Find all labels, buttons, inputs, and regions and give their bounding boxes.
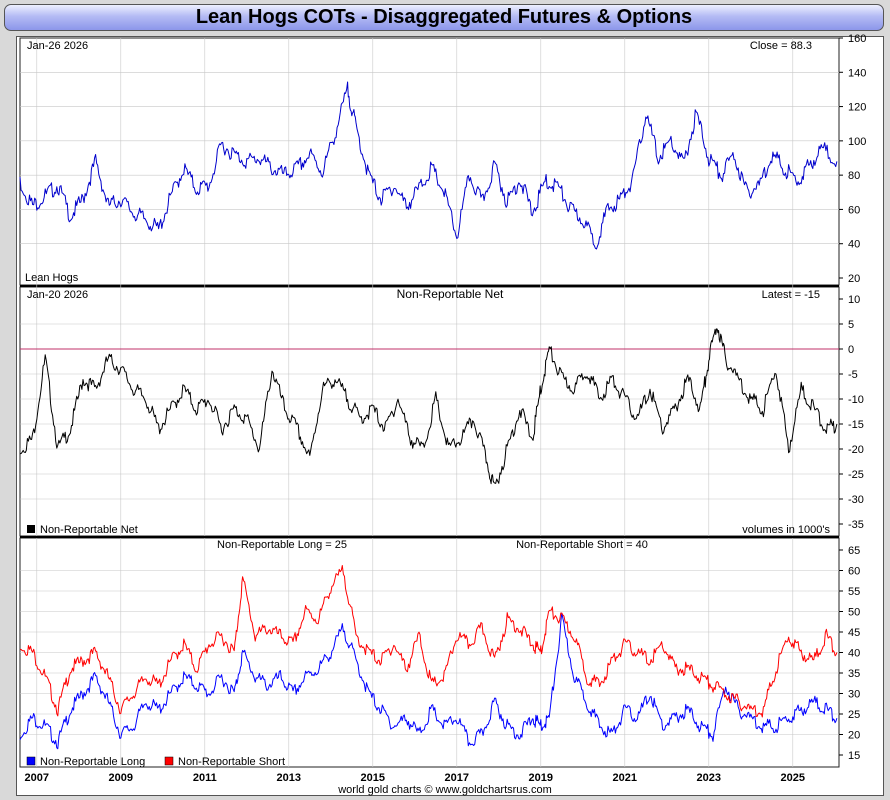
legend-short-swatch — [164, 756, 174, 766]
net-panel-title: Non-Reportable Net — [397, 287, 504, 301]
chart-title: Lean Hogs COTs - Disaggregated Futures &… — [195, 6, 693, 28]
lean-hogs-line — [19, 81, 838, 250]
price-ytick-label: 40 — [848, 239, 860, 251]
net-ytick-label: -15 — [848, 419, 864, 431]
x-tick-label-2009: 2009 — [109, 772, 133, 784]
price-ytick-label: 20 — [848, 273, 860, 285]
x-tick-label-2021: 2021 — [613, 772, 637, 784]
price-ytick-label: 160 — [848, 33, 866, 45]
net-ytick-label: -35 — [848, 519, 864, 531]
long_short-ytick-label: 35 — [848, 668, 860, 680]
x-tick-label-2013: 2013 — [277, 772, 301, 784]
grid-lines — [20, 38, 839, 767]
short-title-label: Non-Reportable Short = 40 — [516, 539, 648, 551]
price-ytick-label: 120 — [848, 102, 866, 114]
legend-net-swatch — [27, 525, 35, 533]
long_short-ytick-label: 45 — [848, 627, 860, 639]
long_short-ytick-label: 20 — [848, 730, 860, 742]
x-tick-label-2011: 2011 — [193, 772, 217, 784]
price-date-label: Jan-26 2026 — [27, 40, 88, 52]
net-ytick-label: 5 — [848, 319, 854, 331]
net-ytick-label: -20 — [848, 444, 864, 456]
title-bar: Lean Hogs COTs - Disaggregated Futures &… — [4, 4, 884, 31]
price-ytick-label: 60 — [848, 204, 860, 216]
y-tick-labels: 20406080100120140160-35-30-25-20-15-10-5… — [839, 33, 866, 762]
x-tick-label-2015: 2015 — [361, 772, 385, 784]
price-series-label: Lean Hogs — [25, 272, 79, 284]
data-series — [19, 81, 838, 750]
legend-long-label: Non-Reportable Long — [40, 756, 145, 768]
net-latest-label: Latest = -15 — [762, 289, 820, 301]
x-tick-label-2025: 2025 — [781, 772, 805, 784]
net-ytick-label: -30 — [848, 494, 864, 506]
x-tick-label-2019: 2019 — [529, 772, 553, 784]
x-tick-label-2017: 2017 — [445, 772, 469, 784]
legend-short-label: Non-Reportable Short — [178, 756, 285, 768]
net-ytick-label: -10 — [848, 394, 864, 406]
chart-frame — [16, 36, 884, 796]
price-ytick-label: 140 — [848, 67, 866, 79]
price-ytick-label: 80 — [848, 170, 860, 182]
long_short-ytick-label: 50 — [848, 607, 860, 619]
long_short-ytick-label: 65 — [848, 545, 860, 557]
footer-credit: world gold charts © www.goldchartsrus.co… — [338, 784, 552, 796]
non-reportable-short-line — [19, 565, 838, 718]
net-units-label: volumes in 1000's — [742, 524, 830, 536]
legend-long-swatch — [26, 756, 36, 766]
long_short-ytick-label: 55 — [848, 586, 860, 598]
price-panel-border — [19, 37, 840, 286]
long-title-label: Non-Reportable Long = 25 — [217, 539, 347, 551]
long_short-ytick-label: 15 — [848, 750, 860, 762]
net-date-label: Jan-20 2026 — [27, 289, 88, 301]
x-tick-labels: 2007 2009 2011 2013 2015 2017 2019 2021 2023 2025 — [25, 772, 805, 784]
price-ytick-label: 100 — [848, 136, 866, 148]
non-reportable-net-line — [19, 328, 838, 485]
net-panel-border — [19, 286, 840, 537]
net-ytick-label: 0 — [848, 344, 854, 356]
long_short-ytick-label: 30 — [848, 689, 860, 701]
x-tick-label-2007: 2007 — [25, 772, 49, 784]
net-ytick-label: -25 — [848, 469, 864, 481]
long_short-ytick-label: 60 — [848, 566, 860, 578]
x-tick-label-2023: 2023 — [697, 772, 721, 784]
net-ytick-label: 10 — [848, 294, 860, 306]
long_short-ytick-label: 40 — [848, 648, 860, 660]
non-reportable-long-line — [19, 612, 838, 750]
price-close-label: Close = 88.3 — [750, 40, 812, 52]
net-ytick-label: -5 — [848, 369, 858, 381]
legend-net-label: Non-Reportable Net — [40, 524, 138, 536]
long_short-ytick-label: 25 — [848, 709, 860, 721]
